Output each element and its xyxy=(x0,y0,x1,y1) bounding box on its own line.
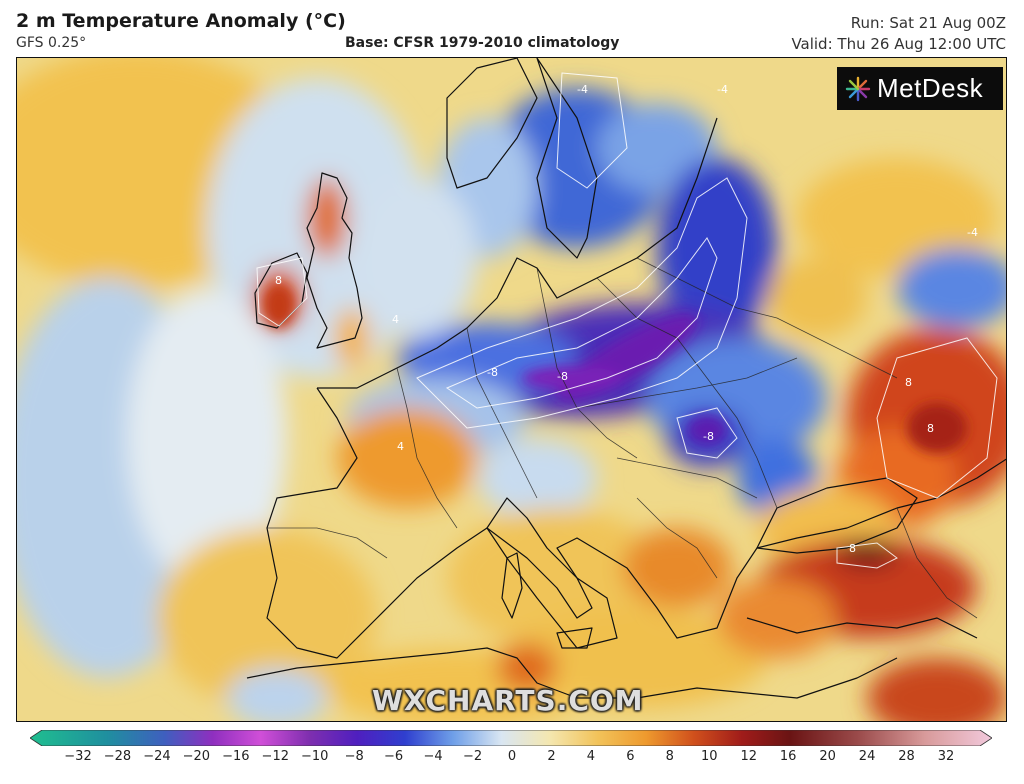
valid-time-label: Valid: Thu 26 Aug 12:00 UTC xyxy=(791,35,1006,53)
warm-core-label-4: 8 xyxy=(849,542,856,555)
colorbar-tick-label: 24 xyxy=(858,749,876,764)
contour-labels: -8 -8 -8 8 8 8 8 -4 -4 -4 4 4 xyxy=(275,83,978,555)
contour-label-b: -4 xyxy=(717,83,728,96)
colorbar-tick-label: 6 xyxy=(626,749,635,764)
colorbar-ticks: −32 −28 −24 −20 −16 −12 −10 −8 −6 −4 −2 0 2 4 6 8 10 12 16… xyxy=(0,749,1024,769)
colorbar-tick-label: −10 xyxy=(301,749,329,764)
chart-title: 2 m Temperature Anomaly (°C) xyxy=(16,10,346,32)
colorbar xyxy=(30,730,992,746)
colorbar-tick-label: −28 xyxy=(103,749,132,764)
colorbar-tick-label: 12 xyxy=(740,749,757,764)
contour-label-d: 4 xyxy=(397,440,404,453)
watermark: WXCHARTS.COM xyxy=(372,684,644,717)
logo-text: MetDesk xyxy=(877,73,984,103)
cold-core-label-3: -8 xyxy=(487,366,498,379)
contour-label-c: -4 xyxy=(967,226,978,239)
run-time-label: Run: Sat 21 Aug 00Z xyxy=(850,14,1006,32)
colorbar-tick-label: 4 xyxy=(586,749,596,764)
colorbar-tick-label: −8 xyxy=(344,749,364,764)
anomaly-contours xyxy=(256,72,998,569)
cold-core-label-1: -8 xyxy=(557,370,568,383)
colorbar-tick-label: 10 xyxy=(700,749,718,764)
warm-core-label-1: 8 xyxy=(275,274,282,287)
colorbar-tick-label: −6 xyxy=(384,749,404,764)
colorbar-tick-label: 8 xyxy=(665,749,674,764)
warm-core-label-3: 8 xyxy=(927,422,934,435)
cold-core-label-2: -8 xyxy=(703,430,714,443)
colorbar-tick-label: −12 xyxy=(261,749,289,764)
colorbar-tick-label: 16 xyxy=(779,749,797,764)
colorbar-tick-label: 2 xyxy=(547,749,556,764)
colorbar-tick-label: −2 xyxy=(462,749,483,764)
contour-label-a: -4 xyxy=(577,83,588,96)
model-label: GFS 0.25° xyxy=(16,35,87,51)
colorbar-tick-label: −24 xyxy=(143,749,171,764)
colorbar-tick-label: −4 xyxy=(423,749,443,764)
borders xyxy=(267,257,978,619)
colorbar-tick-label: 32 xyxy=(937,749,955,764)
colorbar-tick-label: 28 xyxy=(898,749,915,764)
climatology-base-label: Base: CFSR 1979-2010 climatology xyxy=(345,35,620,51)
colorbar-tick-label: −20 xyxy=(182,749,211,764)
colorbar-tick-label: −16 xyxy=(222,749,250,764)
colorbar-tick-label: 0 xyxy=(507,749,517,764)
contour-label-e: 4 xyxy=(392,313,399,326)
starburst-icon xyxy=(845,76,871,101)
anomaly-map[interactable]: -8 -8 -8 8 8 8 8 -4 -4 -4 4 4 xyxy=(16,57,1007,722)
colorbar-tick-label: −32 xyxy=(64,749,92,764)
colorbar-ramp xyxy=(30,730,992,746)
colorbar-tick-label: 20 xyxy=(819,749,836,764)
metdesk-logo: MetDesk xyxy=(837,67,1003,110)
warm-core-label-2: 8 xyxy=(905,376,912,389)
coastlines xyxy=(246,58,1006,699)
anomaly-cores xyxy=(263,284,967,453)
